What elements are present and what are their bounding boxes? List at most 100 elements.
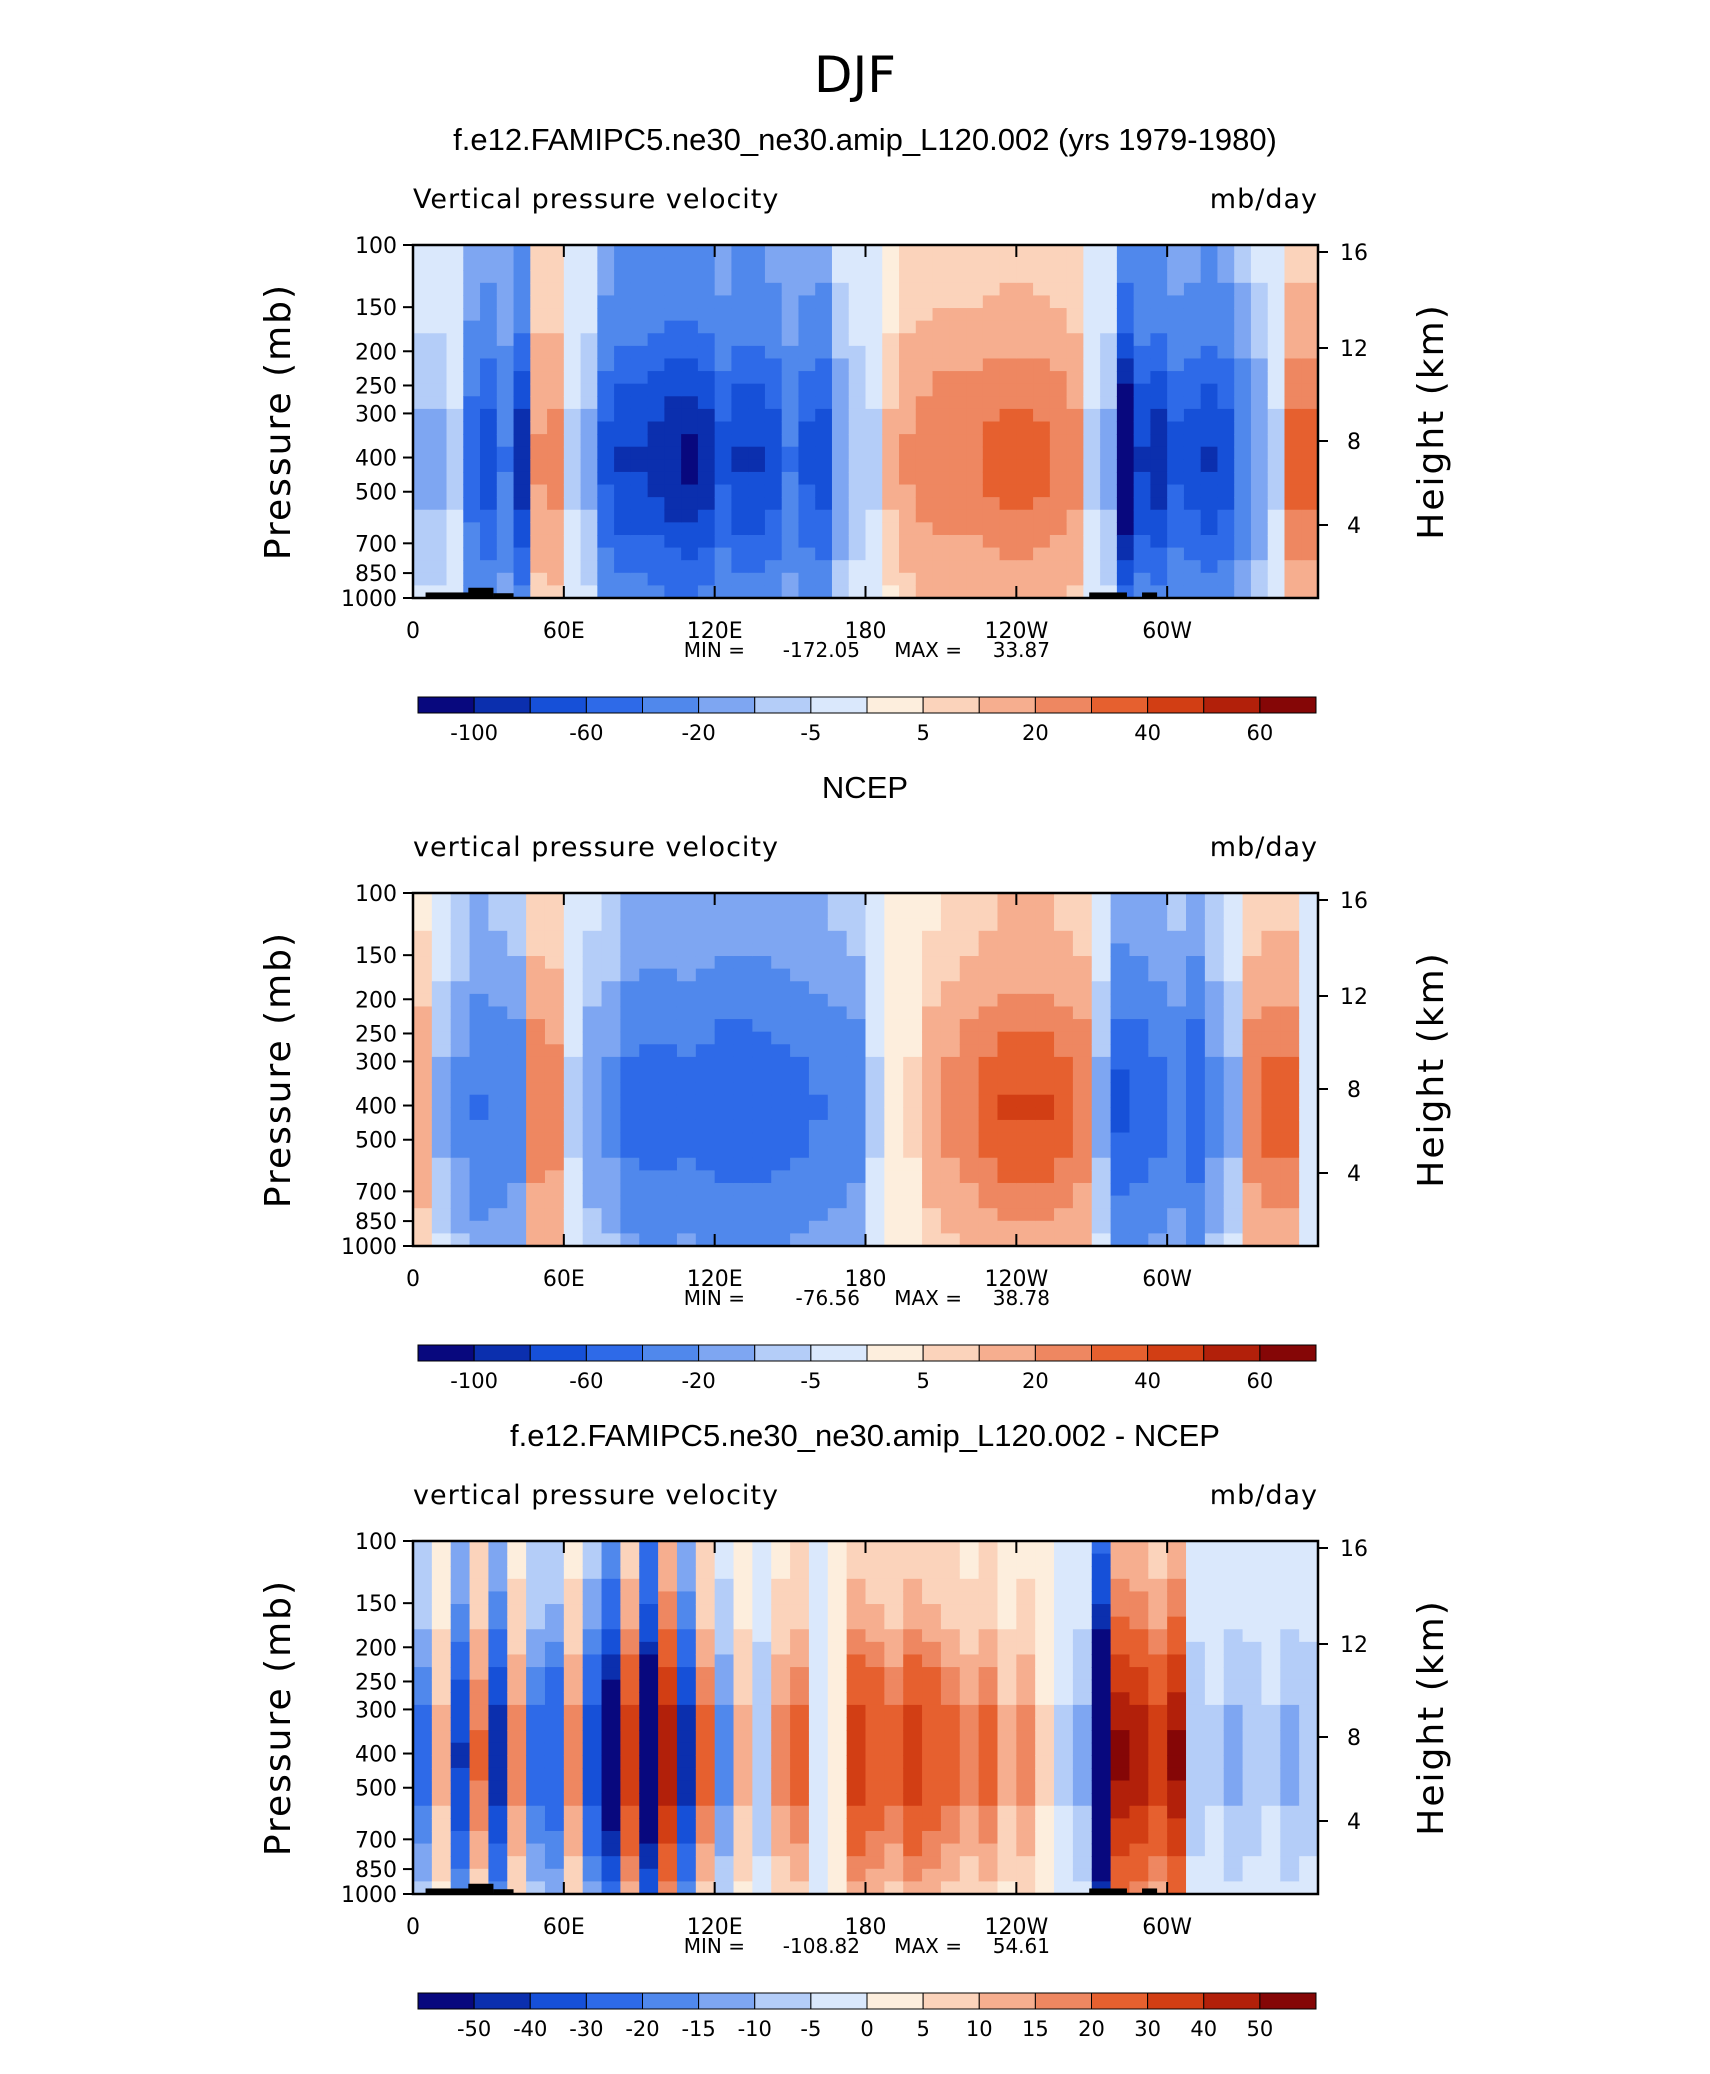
contour-cell xyxy=(959,1119,980,1134)
contour-cell xyxy=(563,383,582,397)
x-tick-label: 120E xyxy=(687,1915,743,1940)
contour-cell xyxy=(1200,358,1219,372)
contour-cell xyxy=(563,968,584,982)
contour-cell xyxy=(697,270,716,284)
contour-cell xyxy=(469,1044,490,1058)
contour-cell xyxy=(1186,1119,1206,1134)
contour-cell xyxy=(1054,1157,1074,1171)
contour-cell xyxy=(676,1119,697,1134)
contour-cell xyxy=(1299,1830,1319,1845)
contour-cell xyxy=(1100,345,1118,360)
contour-cell xyxy=(639,1056,659,1071)
contour-cell xyxy=(748,245,766,259)
contour-cell xyxy=(978,893,999,907)
contour-cell xyxy=(790,1604,810,1618)
contour-cell xyxy=(526,1591,546,1605)
contour-cell xyxy=(1148,1056,1168,1071)
contour-cell xyxy=(808,1805,829,1819)
colorbar-swatch xyxy=(473,1344,531,1362)
contour-cell xyxy=(884,1019,904,1033)
contour-cell xyxy=(450,1730,471,1744)
contour-cell xyxy=(582,1830,603,1845)
contour-cell xyxy=(940,1856,961,1870)
contour-cell xyxy=(695,1654,716,1668)
panels: f.e12.FAMIPC5.ne30_ne30.amip_L120.002 (y… xyxy=(258,122,1452,2041)
contour-cell xyxy=(1167,1780,1187,1794)
height-tick-label: 8 xyxy=(1347,1078,1361,1103)
contour-cell xyxy=(530,421,548,435)
contour-cell xyxy=(463,471,481,486)
contour-cell xyxy=(1267,534,1286,549)
contour-cell xyxy=(1280,1805,1300,1819)
contour-cell xyxy=(815,295,833,309)
contour-cell xyxy=(1284,560,1302,574)
contour-cell xyxy=(582,893,603,907)
contour-cell xyxy=(865,1730,885,1744)
contour-cell xyxy=(413,1616,433,1630)
contour-cell xyxy=(496,547,515,561)
contour-cell xyxy=(1049,471,1068,486)
contour-cell xyxy=(731,333,749,347)
contour-cell xyxy=(978,1044,999,1058)
contour-cell xyxy=(1280,1031,1300,1045)
contour-cell xyxy=(884,1069,904,1083)
contour-cell xyxy=(681,396,699,410)
contour-cell xyxy=(1183,257,1202,271)
contour-cell xyxy=(922,1233,942,1247)
contour-cell xyxy=(1299,905,1319,919)
contour-cell xyxy=(790,943,810,957)
contour-cell xyxy=(846,1654,867,1668)
contour-cell xyxy=(899,434,917,448)
contour-cell xyxy=(695,1541,716,1555)
contour-cell xyxy=(507,1056,527,1071)
contour-cell xyxy=(884,1132,904,1146)
contour-cell xyxy=(1204,893,1225,907)
contour-cell xyxy=(1299,1692,1319,1706)
contour-cell xyxy=(884,1119,904,1134)
contour-cell xyxy=(808,1881,829,1895)
contour-cell xyxy=(1167,585,1185,599)
contour-cell xyxy=(978,1805,999,1819)
contour-cell xyxy=(563,1692,584,1706)
contour-cell xyxy=(846,1717,867,1731)
contour-cell xyxy=(997,968,1017,982)
contour-cell xyxy=(488,1604,508,1618)
contour-cell xyxy=(1100,257,1118,271)
contour-cell xyxy=(1242,993,1263,1008)
contour-cell xyxy=(1200,471,1219,486)
contour-cell xyxy=(431,1182,452,1197)
contour-cell xyxy=(1204,1553,1225,1567)
contour-cell xyxy=(932,534,950,549)
contour-cell xyxy=(1242,1541,1263,1555)
contour-cell xyxy=(1204,930,1225,945)
contour-cell xyxy=(1054,1818,1074,1832)
contour-cell xyxy=(697,333,716,347)
contour-cell xyxy=(982,396,1001,410)
contour-cell xyxy=(714,245,733,259)
contour-cell xyxy=(1110,1856,1131,1870)
contour-cell xyxy=(1242,1818,1263,1832)
contour-cell xyxy=(815,257,833,271)
contour-cell xyxy=(959,1780,980,1794)
contour-cell xyxy=(1066,345,1084,360)
contour-cell xyxy=(697,396,716,410)
contour-cell xyxy=(1091,1044,1112,1058)
contour-cell xyxy=(488,1591,508,1605)
contour-cell xyxy=(507,993,527,1008)
contour-cell xyxy=(1016,1793,1036,1807)
contour-cell xyxy=(431,1145,452,1159)
contour-cell xyxy=(620,1730,640,1744)
contour-cell xyxy=(563,1767,584,1782)
contour-cell xyxy=(733,1553,753,1567)
contour-cell xyxy=(1261,1856,1281,1870)
contour-cell xyxy=(1110,1195,1131,1209)
contour-cell xyxy=(1133,257,1152,271)
contour-cell xyxy=(1186,1044,1206,1058)
contour-cell xyxy=(1150,396,1168,410)
contour-cell xyxy=(496,572,515,586)
contour-cell xyxy=(922,1541,942,1555)
contour-cell xyxy=(884,1679,904,1693)
contour-cell xyxy=(978,1654,999,1668)
contour-cell xyxy=(949,408,967,423)
contour-cell xyxy=(1217,534,1235,549)
